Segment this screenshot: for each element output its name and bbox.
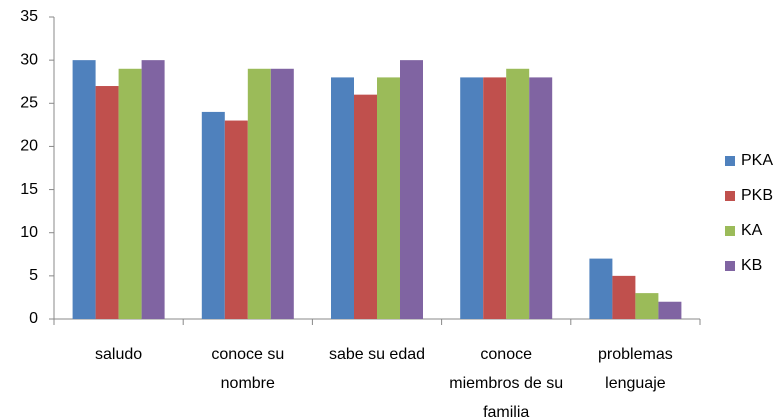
y-tick-label: 30	[20, 51, 38, 68]
x-tick-label: saludo	[95, 346, 143, 363]
bar	[529, 77, 553, 320]
legend-swatch	[725, 156, 735, 166]
bar	[95, 86, 119, 320]
legend-label: PKB	[741, 187, 773, 204]
x-tick-label: problemas lenguaje	[598, 346, 673, 392]
x-tick-label: conoce su nombre	[211, 346, 285, 392]
legend-label: PKA	[741, 152, 773, 169]
y-tick-label: 0	[29, 310, 38, 327]
y-tick-label: 25	[20, 95, 38, 112]
bar	[483, 77, 507, 320]
legend-swatch	[725, 191, 735, 201]
bar	[224, 120, 248, 320]
legend-swatch	[725, 226, 735, 236]
legend-label: KB	[741, 257, 762, 274]
bar	[635, 293, 659, 319]
y-tick-label: 10	[20, 224, 38, 241]
legend-swatch	[725, 261, 735, 271]
bar	[460, 77, 484, 320]
y-tick-label: 5	[29, 267, 38, 284]
legend-label: KA	[741, 222, 763, 239]
x-tick-label: sabe su edad	[328, 346, 426, 363]
bar	[141, 60, 165, 320]
bar	[247, 68, 271, 320]
bar	[270, 68, 294, 320]
bar	[72, 60, 96, 320]
bar	[658, 301, 682, 319]
x-tick-label: conoce miembros de su familia	[449, 346, 564, 418]
bar	[377, 77, 400, 320]
y-tick-label: 15	[20, 181, 38, 198]
bar	[506, 68, 530, 320]
bar	[354, 94, 377, 320]
bar	[589, 258, 613, 319]
bar	[118, 68, 142, 320]
y-tick-label: 20	[20, 138, 38, 155]
y-tick-label: 35	[20, 8, 38, 25]
bar	[331, 77, 354, 320]
bar	[400, 60, 423, 320]
bar	[612, 275, 636, 319]
bar	[201, 111, 225, 320]
